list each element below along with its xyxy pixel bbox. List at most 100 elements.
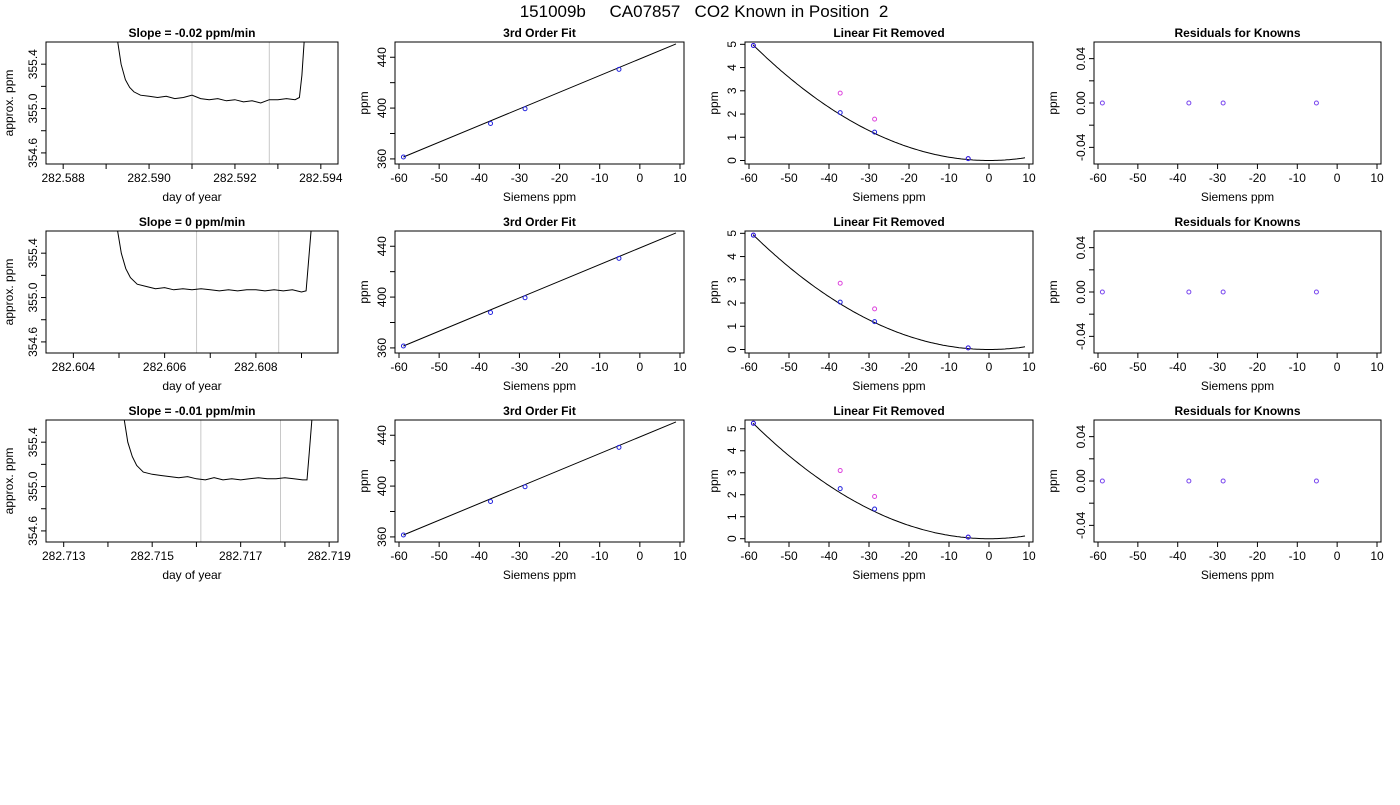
linear-ytick-label: 3 — [725, 87, 739, 94]
fit-point — [522, 295, 528, 301]
linear-curve — [752, 234, 1026, 350]
linear-xtick-label: -20 — [900, 171, 918, 185]
linear-xtick-label: 10 — [1022, 360, 1036, 374]
resid-xtick-label: -60 — [1089, 360, 1107, 374]
linear-xtick-label: -10 — [940, 171, 958, 185]
linear-xtick-label: 10 — [1022, 171, 1036, 185]
linear-point-fit — [837, 110, 843, 116]
linear-xlabel: Siemens ppm — [852, 190, 925, 204]
trace-xtick-label: 282.592 — [213, 171, 257, 185]
linear-ytick-label: 4 — [725, 253, 739, 260]
fit-xtick-label: -20 — [551, 171, 569, 185]
trace-ytick-label: 355.0 — [26, 282, 40, 312]
fit-ytick-label: 440 — [375, 47, 389, 67]
linear-panel: -60 -50 -40 -30 -20 -10 0 10 0 1 2 3 4 5 Linear Fit Re… — [707, 26, 1036, 204]
resid-ytick-label: 0.04 — [1074, 236, 1088, 260]
trace-xlabel: day of year — [162, 190, 221, 204]
resid-xtick-label: -20 — [1249, 171, 1267, 185]
fit-ylabel: ppm — [357, 91, 371, 114]
trace-xtick-label: 282.588 — [41, 171, 85, 185]
linear-panel: -60 -50 -40 -30 -20 -10 0 10 0 1 2 3 4 5 Linear Fit Re… — [707, 215, 1036, 393]
fit-xtick-label: -60 — [390, 360, 408, 374]
resid-ytick-label: 0.04 — [1074, 47, 1088, 71]
row-2: 282.604 282.606 282.608 354.6 355.0 355.4 Slop… — [2, 215, 1384, 393]
resid-xlabel: Siemens ppm — [1201, 190, 1274, 204]
resid-xtick-label: 10 — [1370, 549, 1384, 563]
fit-point — [616, 255, 622, 261]
linear-point-fit — [965, 156, 971, 162]
resid-xtick-label: 0 — [1334, 171, 1341, 185]
trace-xtick-label: 282.713 — [42, 549, 86, 563]
resid-xtick-label: -60 — [1089, 171, 1107, 185]
resid-point — [1313, 100, 1319, 106]
linear-xtick-label: -60 — [740, 171, 758, 185]
resid-point — [1099, 100, 1105, 106]
linear-xtick-label: 0 — [986, 360, 993, 374]
resid-xtick-label: 10 — [1370, 360, 1384, 374]
fit-xtick-label: -20 — [551, 549, 569, 563]
resid-frame — [1093, 41, 1382, 165]
trace-xtick-label: 282.604 — [52, 360, 96, 374]
linear-xtick-label: -20 — [900, 549, 918, 563]
resid-xtick-label: -60 — [1089, 549, 1107, 563]
linear-xtick-label: -10 — [940, 360, 958, 374]
slope-title: Slope = -0.02 ppm/min — [128, 26, 255, 40]
fit-panel: -60 -50 -40 -30 -20 -10 0 10 360 400 440 3rd Order … — [357, 26, 687, 204]
resid-xtick-label: -50 — [1129, 171, 1147, 185]
resid-ylabel: ppm — [1046, 469, 1060, 492]
linear-ytick-label: 4 — [725, 64, 739, 71]
resid-point — [1186, 100, 1192, 106]
linear-xtick-label: -50 — [780, 171, 798, 185]
resid-ytick-label: -0.04 — [1074, 133, 1088, 161]
fit-point — [522, 106, 528, 112]
linear-title: Linear Fit Removed — [833, 404, 944, 418]
linear-ytick-label: 1 — [725, 323, 739, 330]
fit-title: 3rd Order Fit — [503, 215, 576, 229]
trace-xtick-label: 282.606 — [143, 360, 187, 374]
trace-xtick-label: 282.719 — [307, 549, 351, 563]
resid-panel: -60 -50 -40 -30 -20 -10 0 10 -0.04 0.00 0.04 Residu… — [1046, 26, 1384, 204]
resid-xtick-label: -20 — [1249, 549, 1267, 563]
fit-xtick-label: -40 — [471, 549, 489, 563]
fit-point — [522, 484, 528, 490]
linear-title: Linear Fit Removed — [833, 26, 944, 40]
fit-xtick-label: -30 — [511, 549, 529, 563]
resid-panel: -60 -50 -40 -30 -20 -10 0 10 -0.04 0.00 0.04 Residu… — [1046, 215, 1384, 393]
resid-frame — [1093, 419, 1382, 543]
linear-ytick-label: 0 — [725, 535, 739, 542]
trace-ylabel: approx. ppm — [2, 70, 16, 137]
linear-xtick-label: -50 — [780, 549, 798, 563]
fit-line — [403, 232, 677, 347]
fit-frame — [394, 419, 685, 543]
fit-point — [488, 120, 494, 126]
fit-xtick-label: -50 — [430, 549, 448, 563]
linear-xtick-label: -40 — [820, 549, 838, 563]
linear-point-raw — [872, 493, 878, 499]
linear-point-fit — [872, 129, 878, 135]
linear-ytick-label: 3 — [725, 469, 739, 476]
resid-xtick-label: -30 — [1209, 360, 1227, 374]
trace-panel: 282.588 282.590 282.592 282.594 354.6 355.0 35… — [2, 26, 343, 204]
resid-ytick-label: 0.04 — [1074, 425, 1088, 449]
slope-title: Slope = 0 ppm/min — [139, 215, 245, 229]
linear-xtick-label: -60 — [740, 360, 758, 374]
linear-title: Linear Fit Removed — [833, 215, 944, 229]
resid-ytick-label: -0.04 — [1074, 322, 1088, 350]
linear-point-fit — [837, 486, 843, 492]
trace-frame — [45, 419, 339, 543]
linear-ytick-label: 5 — [725, 425, 739, 432]
resid-point — [1186, 478, 1192, 484]
linear-ytick-label: 1 — [725, 134, 739, 141]
slope-title: Slope = -0.01 ppm/min — [128, 404, 255, 418]
fit-xlabel: Siemens ppm — [503, 190, 576, 204]
trace-frame — [45, 230, 339, 354]
resid-xtick-label: -10 — [1289, 171, 1307, 185]
fit-xtick-label: -30 — [511, 360, 529, 374]
trace-ytick-label: 355.0 — [26, 93, 40, 123]
linear-point-raw — [872, 306, 878, 312]
linear-ytick-label: 5 — [725, 41, 739, 48]
trace-line — [117, 231, 312, 293]
fit-point — [400, 343, 406, 349]
